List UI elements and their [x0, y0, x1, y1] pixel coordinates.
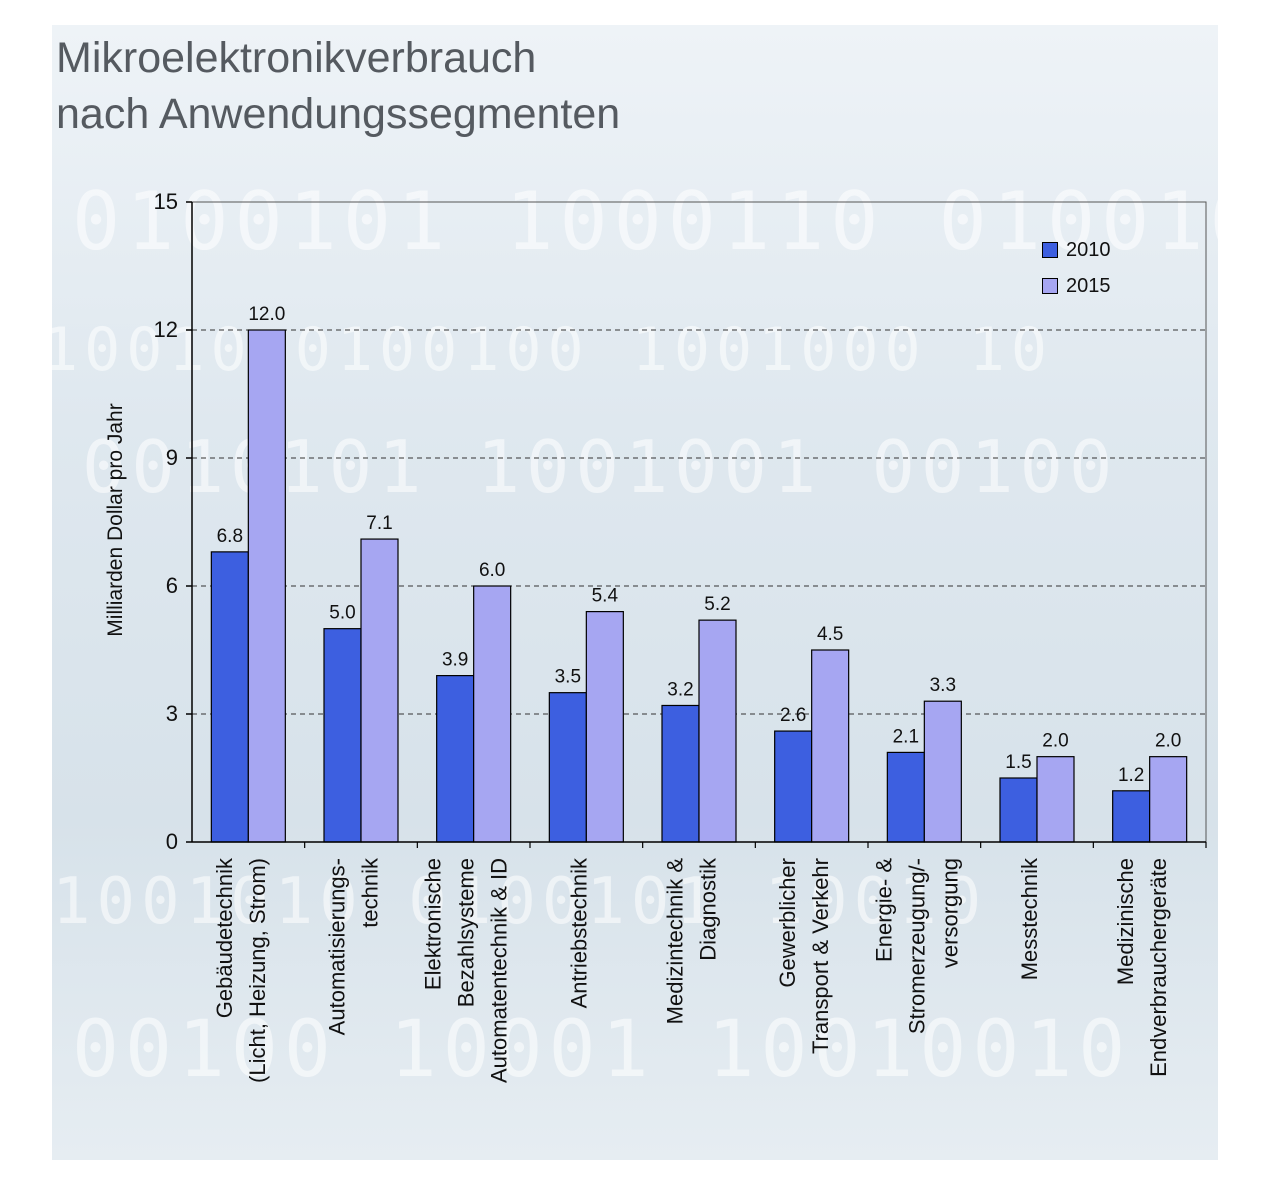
- category-label-line: Bezahlsysteme: [454, 858, 479, 1007]
- category-label: Gebäudetechnik (Licht, Heizung, Strom): [212, 857, 270, 1083]
- category-label: Medizinische Endverbrauchergeräte: [1113, 858, 1171, 1077]
- data-label-2015: 4.5: [817, 624, 843, 645]
- category-label-line: Gewerblicher: [775, 858, 800, 988]
- data-label-2010: 2.1: [893, 726, 919, 747]
- bar-2010: [1112, 790, 1151, 843]
- y-tick-label: 6: [166, 573, 178, 598]
- category-label-line: versorgung: [937, 858, 962, 968]
- legend-label-2015: 2015: [1066, 274, 1111, 297]
- data-label-2015: 7.1: [366, 513, 392, 534]
- y-tick-label: 12: [154, 317, 178, 342]
- data-label-2015: 2.0: [1155, 731, 1181, 752]
- y-tick-label: 9: [166, 445, 178, 470]
- category-label: Elektronische Bezahlsysteme Automatentechn…: [421, 858, 512, 1083]
- category-label-line: Elektronische: [421, 858, 446, 990]
- data-label-2010: 6.8: [217, 526, 243, 547]
- data-label-2015: 6.0: [479, 560, 505, 581]
- title-line-1: Mikroelektronikverbrauch: [56, 34, 537, 82]
- category-label: Medizintechnik & Diagnostik: [663, 857, 721, 1024]
- bar-2015: [811, 649, 850, 843]
- axes: [186, 201, 1207, 848]
- legend-item-2010: 2010: [1042, 232, 1111, 268]
- bar-2010: [661, 704, 700, 843]
- category-label-line: Antriebstechnik: [566, 857, 591, 1008]
- bar-2010: [774, 730, 813, 843]
- y-tick-label: 0: [166, 829, 178, 854]
- bar-2015: [247, 329, 286, 843]
- data-label-2015: 12.0: [248, 304, 285, 325]
- bar-2015: [360, 538, 399, 843]
- data-label-2010: 1.2: [1118, 765, 1144, 786]
- bar-2010: [210, 551, 249, 843]
- category-label-line: Gebäudetechnik: [212, 857, 237, 1018]
- bar-2015: [1036, 756, 1075, 843]
- data-label-2010: 3.9: [442, 650, 468, 671]
- category-label-line: Endverbrauchergeräte: [1146, 858, 1171, 1077]
- bar-2010: [999, 777, 1038, 843]
- data-label-2015: 2.0: [1042, 731, 1068, 752]
- bars: [210, 329, 1188, 843]
- binary-watermark: 1001010 0100101 10010: [52, 865, 988, 939]
- bar-2010: [436, 674, 475, 843]
- category-label-line: technik: [358, 857, 383, 928]
- bar-2010: [323, 628, 362, 843]
- y-tick-label: 15: [154, 189, 178, 214]
- data-label-2015: 3.3: [930, 675, 956, 696]
- bar-2015: [473, 585, 512, 843]
- category-label-line: Stromerzeugung/-: [904, 858, 929, 1034]
- category-label: Automatisierungs-technik: [325, 857, 383, 1035]
- bar-2010: [886, 751, 925, 843]
- legend-item-2015: 2015: [1042, 268, 1111, 304]
- bar-2015: [585, 610, 624, 843]
- legend-swatch-2010: [1042, 242, 1058, 258]
- category-label-line: Messtechnik: [1017, 857, 1042, 980]
- category-label-line: Medizinische: [1113, 858, 1138, 985]
- category-label-line: Medizintechnik &: [663, 858, 688, 1025]
- category-label: Gewerblicher Transport & Verkehr: [775, 858, 833, 1054]
- category-label-line: Transport & Verkehr: [808, 858, 833, 1054]
- legend: 2010 2015: [1042, 232, 1111, 304]
- y-tick-label: 3: [166, 701, 178, 726]
- data-label-2010: 3.5: [555, 667, 581, 688]
- bar-2010: [548, 692, 587, 843]
- bar-2015: [923, 700, 962, 843]
- category-label-line: Automatisierungs-: [325, 858, 350, 1035]
- chart-title: Mikroelektronikverbrauch nach Anwendungs…: [56, 30, 620, 142]
- category-label-line: Automatentechnik & ID: [487, 858, 512, 1083]
- binary-watermark: 0100101 1000110 010010: [72, 175, 1218, 268]
- category-label: Energie- & Stromerzeugung/- versorgung: [871, 858, 962, 1034]
- bar-2015: [698, 619, 737, 843]
- data-label-2010: 5.0: [329, 603, 355, 624]
- data-label-2010: 3.2: [667, 679, 693, 700]
- binary-watermark: 00100 10001 10010010: [72, 1005, 1132, 1095]
- chart-panel: 0100101 1000110 010010 10010 0100100 100…: [52, 25, 1218, 1160]
- data-label-2010: 2.6: [780, 705, 806, 726]
- category-label-line: Diagnostik: [696, 857, 721, 961]
- category-label: Antriebstechnik: [566, 857, 591, 1008]
- data-label-2010: 1.5: [1005, 752, 1031, 773]
- data-label-2015: 5.4: [592, 586, 619, 607]
- category-label-line: Energie- &: [871, 858, 896, 962]
- labels: 0 3 6 9 12 15 6.8 12.0 Gebäudetechnik (Licht, Hei…: [154, 189, 1182, 1083]
- data-label-2015: 5.2: [704, 594, 730, 615]
- binary-watermark: 10010 0100100 1001000 10: [52, 315, 1053, 385]
- bar-2015: [1149, 756, 1188, 843]
- legend-label-2010: 2010: [1066, 238, 1111, 261]
- category-label: Messtechnik: [1017, 857, 1042, 980]
- title-line-2: nach Anwendungssegmenten: [56, 90, 621, 138]
- category-label-line: (Licht, Heizung, Strom): [245, 858, 270, 1083]
- legend-swatch-2015: [1042, 278, 1058, 294]
